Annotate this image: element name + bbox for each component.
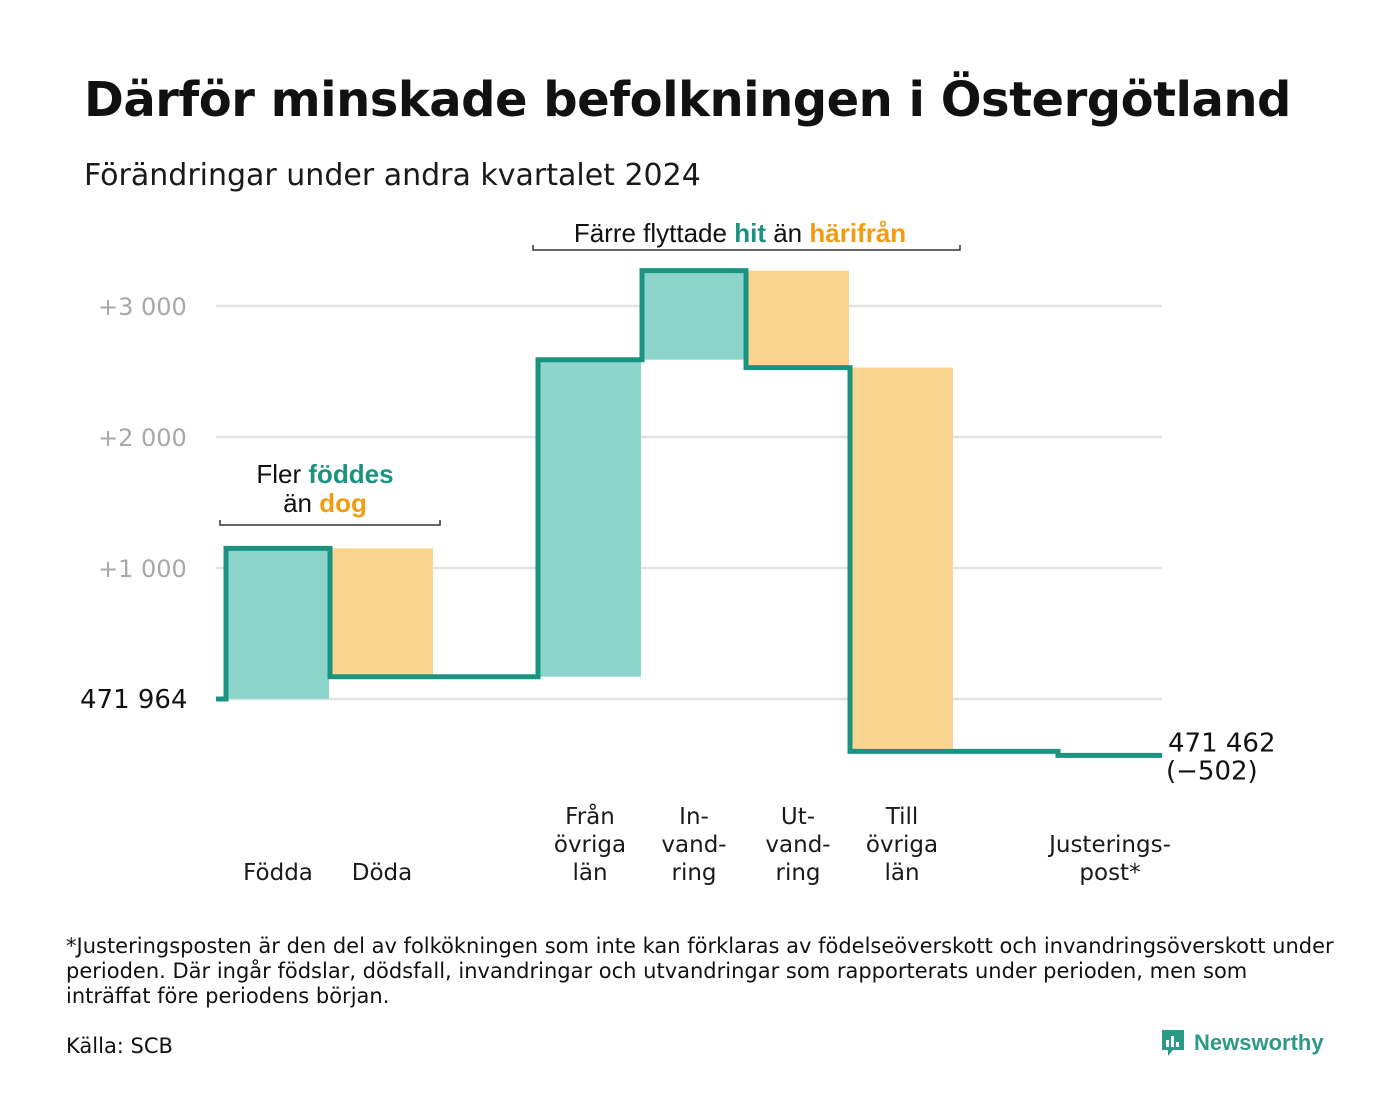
chart-subtitle: Förändringar under andra kvartalet 2024 bbox=[84, 158, 701, 193]
annotation-segment: härifrån bbox=[809, 218, 906, 248]
start-value-label: 471 964 bbox=[80, 685, 188, 715]
increase-bar bbox=[539, 359, 641, 677]
increase-bar bbox=[643, 270, 745, 360]
y-tick-label: +3 000 bbox=[98, 293, 187, 321]
category-label: län bbox=[572, 860, 607, 886]
annotation-segment: än bbox=[766, 218, 809, 248]
category-label: Födda bbox=[243, 860, 313, 886]
category-label: Döda bbox=[352, 860, 412, 886]
category-label: vand- bbox=[661, 832, 726, 858]
chart-title: Därför minskade befolkningen i Östergötl… bbox=[84, 72, 1291, 128]
annotation-bracket bbox=[219, 520, 441, 526]
category-label: ring bbox=[775, 860, 820, 886]
category-label: övriga bbox=[554, 832, 626, 858]
increase-bar bbox=[227, 548, 329, 699]
category-label: Till bbox=[885, 804, 919, 830]
category-label: Ut- bbox=[781, 804, 815, 830]
annotation-line: Fler föddes bbox=[256, 459, 393, 489]
decrease-bar bbox=[747, 270, 849, 368]
annotation-segment: dog bbox=[319, 488, 367, 518]
newsworthy-logo: Newsworthy bbox=[1160, 1028, 1324, 1058]
category-label: In- bbox=[679, 804, 709, 830]
y-tick-label: +1 000 bbox=[98, 555, 187, 583]
annotation-segment: Fler bbox=[256, 459, 308, 489]
bars bbox=[227, 270, 953, 752]
annotation-segment: än bbox=[283, 488, 319, 518]
source-note: Källa: SCB bbox=[66, 1034, 173, 1058]
annotation-segment: hit bbox=[734, 218, 766, 248]
end-value-label: 471 462 bbox=[1168, 728, 1276, 758]
annotation-segment: Färre flyttade bbox=[574, 218, 734, 248]
cumulative-step-line bbox=[216, 268, 1162, 758]
step-line bbox=[216, 268, 1162, 758]
category-label: övriga bbox=[866, 832, 938, 858]
category-label: län bbox=[884, 860, 919, 886]
decrease-bar bbox=[331, 548, 433, 677]
category-label: Justerings- bbox=[1047, 832, 1171, 858]
annotation-line: Färre flyttade hit än härifrån bbox=[574, 218, 906, 248]
footnote: *Justeringsposten är den del av folkökni… bbox=[66, 934, 1334, 1008]
category-label: Från bbox=[565, 802, 615, 830]
annotation-bracket bbox=[532, 245, 961, 251]
annotation-segment: föddes bbox=[308, 459, 393, 489]
category-label: ring bbox=[671, 860, 716, 886]
category-label: post* bbox=[1079, 860, 1140, 886]
logo-text: Newsworthy bbox=[1194, 1030, 1324, 1055]
bar-chart-speech-bubble-icon bbox=[1162, 1030, 1184, 1056]
end-change-label: (−502) bbox=[1166, 756, 1258, 786]
y-tick-label: +2 000 bbox=[98, 424, 187, 452]
decrease-bar bbox=[851, 367, 953, 752]
category-label: vand- bbox=[765, 832, 830, 858]
annotation-line: än dog bbox=[283, 488, 367, 518]
